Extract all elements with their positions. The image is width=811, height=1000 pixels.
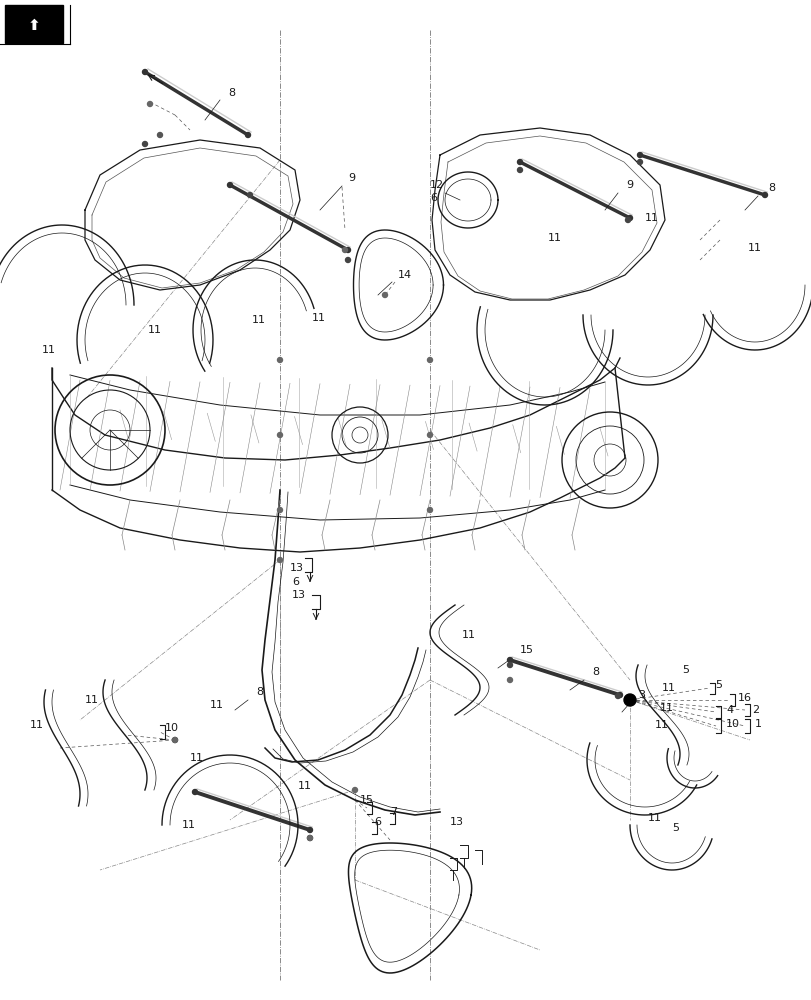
Circle shape [345, 257, 350, 262]
Text: 3: 3 [637, 690, 644, 700]
Circle shape [507, 658, 512, 662]
Circle shape [615, 694, 620, 698]
Circle shape [247, 192, 252, 198]
Circle shape [352, 788, 357, 792]
Circle shape [307, 836, 312, 840]
Text: 11: 11 [644, 213, 659, 223]
Text: 11: 11 [654, 720, 668, 730]
Text: 11: 11 [647, 813, 661, 823]
Text: 15: 15 [519, 645, 534, 655]
Text: 1: 1 [754, 719, 761, 729]
Text: 11: 11 [747, 243, 761, 253]
Circle shape [307, 828, 312, 832]
Circle shape [762, 192, 766, 198]
Text: 11: 11 [311, 313, 325, 323]
Text: 11: 11 [42, 345, 56, 355]
Text: 11: 11 [148, 325, 162, 335]
Circle shape [148, 102, 152, 106]
Circle shape [277, 558, 282, 562]
Text: 8: 8 [255, 687, 263, 697]
Text: 13: 13 [290, 563, 303, 573]
Text: 6: 6 [374, 817, 380, 827]
Text: 7: 7 [389, 807, 397, 817]
Text: 2: 2 [751, 705, 758, 715]
Text: 11: 11 [85, 695, 99, 705]
Text: 5: 5 [672, 823, 678, 833]
Text: 11: 11 [298, 781, 311, 791]
Text: 15: 15 [359, 795, 374, 805]
Text: 8: 8 [767, 183, 775, 193]
Circle shape [427, 358, 432, 362]
Text: 9: 9 [348, 173, 354, 183]
Text: 12: 12 [430, 180, 444, 190]
Circle shape [277, 432, 282, 438]
Text: 5: 5 [681, 665, 689, 675]
Text: 6: 6 [292, 577, 298, 587]
Text: 8: 8 [591, 667, 599, 677]
Circle shape [192, 790, 197, 794]
Circle shape [142, 141, 148, 146]
Text: 11: 11 [661, 683, 676, 693]
Text: 13: 13 [292, 590, 306, 600]
Text: 11: 11 [210, 700, 224, 710]
Text: 8: 8 [228, 88, 235, 98]
Text: 6: 6 [430, 193, 436, 203]
Text: 9: 9 [625, 180, 633, 190]
Circle shape [517, 167, 521, 172]
Circle shape [427, 508, 432, 512]
Circle shape [172, 738, 178, 742]
Text: ⬆: ⬆ [28, 18, 41, 33]
Circle shape [507, 662, 512, 668]
Circle shape [157, 132, 162, 137]
Circle shape [307, 836, 312, 840]
Text: 11: 11 [659, 703, 673, 713]
Circle shape [345, 247, 350, 252]
Bar [5, 5, 63, 43]
Circle shape [277, 358, 282, 362]
Circle shape [624, 218, 629, 223]
Circle shape [637, 159, 642, 164]
Text: 11: 11 [461, 630, 475, 640]
Circle shape [227, 182, 232, 188]
Circle shape [627, 216, 632, 221]
Circle shape [245, 132, 250, 137]
Text: 13: 13 [449, 817, 463, 827]
Circle shape [517, 159, 521, 164]
Text: 11: 11 [547, 233, 561, 243]
Text: 10: 10 [165, 723, 178, 733]
Text: 16: 16 [737, 693, 751, 703]
Text: 11: 11 [190, 753, 204, 763]
Text: 11: 11 [30, 720, 44, 730]
Circle shape [616, 692, 622, 698]
Text: 5: 5 [714, 680, 721, 690]
Text: 11: 11 [182, 820, 195, 830]
Circle shape [142, 70, 148, 75]
Circle shape [277, 508, 282, 512]
Circle shape [342, 247, 347, 252]
Circle shape [427, 432, 432, 438]
Circle shape [637, 152, 642, 157]
Circle shape [507, 678, 512, 682]
Text: 14: 14 [397, 270, 412, 280]
Text: 4: 4 [725, 705, 732, 715]
Circle shape [382, 292, 387, 298]
Circle shape [172, 738, 178, 742]
Text: 11: 11 [251, 315, 266, 325]
Text: 10: 10 [725, 719, 739, 729]
Circle shape [623, 694, 635, 706]
